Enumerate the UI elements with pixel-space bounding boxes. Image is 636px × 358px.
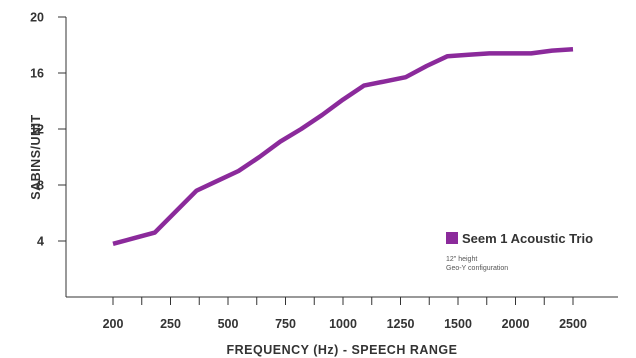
x-tick-label: 250 (160, 317, 181, 331)
x-axis-title: FREQUENCY (Hz) - SPEECH RANGE (227, 343, 458, 357)
y-tick-label: 12 (30, 123, 44, 137)
y-axis-title: SABINS/UNIT (29, 114, 43, 199)
x-tick-label: 750 (275, 317, 296, 331)
y-tick-label: 8 (37, 179, 44, 193)
x-tick-label: 2500 (559, 317, 587, 331)
legend-note-config: Geo-Y configuration (446, 265, 508, 272)
x-tick-label: 500 (218, 317, 239, 331)
y-tick-label: 4 (37, 235, 44, 249)
x-tick-group: 200 250 500 750 1000 1250 1500 2000 2500 (103, 297, 587, 331)
y-tick-label: 20 (30, 11, 44, 25)
x-tick-label: 2000 (502, 317, 530, 331)
y-tick-group: 4 8 12 16 20 (30, 11, 66, 249)
legend: Seem 1 Acoustic Trio 12" height Geo-Y co… (446, 231, 593, 272)
x-tick-label: 1250 (387, 317, 415, 331)
x-tick-label: 1500 (444, 317, 472, 331)
legend-swatch (446, 232, 458, 244)
legend-note-height: 12" height (446, 256, 477, 263)
x-tick-label: 200 (103, 317, 124, 331)
legend-series-name: Seem 1 Acoustic Trio (462, 231, 593, 246)
y-tick-label: 16 (30, 67, 44, 81)
x-tick-label: 1000 (329, 317, 357, 331)
series-line (112, 46, 574, 246)
